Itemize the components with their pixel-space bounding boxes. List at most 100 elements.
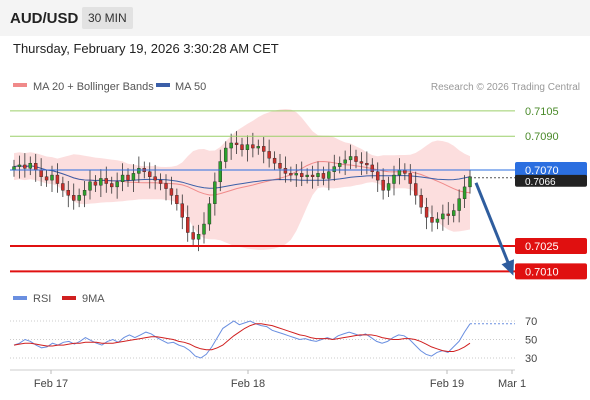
candle-body [338, 163, 342, 167]
candle-body [17, 164, 22, 167]
last-price-label: 0.7066 [525, 177, 556, 188]
candle-body [82, 190, 87, 196]
candle-body [23, 164, 27, 169]
candle-body [278, 163, 282, 169]
candle-body [251, 144, 255, 149]
candle-body [403, 169, 407, 174]
credit-text: Research © 2026 Trading Central [431, 82, 580, 93]
candle-body [224, 147, 228, 162]
rsi-legend-label: RSI [33, 293, 51, 305]
pivot-label-overlap [515, 164, 587, 175]
candle-body [207, 203, 212, 225]
candle-body [169, 188, 174, 196]
candle-body [397, 169, 402, 176]
price-layer [12, 109, 472, 252]
candle-body [321, 173, 326, 179]
rsi-ma-line [13, 323, 471, 352]
candle-body [66, 190, 70, 196]
levels-layer: 0.71050.70900.70700.70250.70100.70660.70… [10, 106, 587, 280]
candle-body [213, 181, 217, 204]
candle-body [370, 164, 374, 172]
rsi-ma-legend-swatch [62, 296, 76, 300]
candle-body [365, 163, 369, 166]
x-tick-label: Feb 18 [231, 378, 265, 390]
candle-body [354, 156, 358, 162]
candle-body [148, 171, 152, 177]
candle-body [196, 233, 201, 240]
candle-body [202, 223, 206, 235]
rsi-tick-label: 70 [525, 316, 537, 328]
candle-body [120, 174, 125, 183]
candle-body [12, 166, 16, 171]
candle-body [104, 178, 108, 184]
candle-body [115, 181, 119, 188]
candle-body [77, 195, 81, 201]
candle-body [240, 144, 244, 150]
candle-body [131, 173, 136, 181]
candle-body [332, 166, 336, 172]
timeframe-badge[interactable]: 30 MIN [82, 7, 133, 29]
candle-body [435, 218, 440, 223]
candle-body [126, 174, 130, 181]
candle-body [441, 213, 445, 220]
forecast-arrow-head [501, 259, 514, 276]
candle-body [175, 195, 179, 204]
candle-body [414, 183, 418, 196]
rsi-tick-label: 30 [525, 353, 537, 365]
ma50-legend-label: MA 50 [175, 81, 206, 93]
candle-body [180, 203, 184, 218]
candle-body [110, 183, 114, 188]
bollinger-band [14, 109, 470, 250]
candle-body [72, 195, 76, 201]
candle-body [419, 195, 423, 208]
last-price-box [515, 174, 587, 187]
candle-body [289, 173, 293, 176]
candle-body [44, 176, 49, 181]
candle-body [234, 142, 239, 145]
candle-body [137, 168, 141, 174]
support-label: 0.7025 [525, 241, 559, 253]
candle-body [218, 161, 222, 183]
candle-body [283, 168, 288, 174]
resistance-label: 0.7105 [525, 106, 559, 118]
candle-body [327, 171, 331, 179]
candle-body [88, 181, 92, 191]
candle-body [452, 210, 456, 216]
candle-body [50, 174, 54, 181]
candle-body [376, 171, 380, 181]
candle-body [39, 169, 43, 177]
candle-body [245, 144, 250, 150]
rsi-tick-label: 50 [525, 335, 537, 347]
candle-body [316, 173, 320, 177]
candle-body [229, 142, 233, 149]
candle-body [310, 174, 315, 177]
bollinger-legend-label: MA 20 + Bollinger Bands [33, 81, 154, 93]
candle-body [430, 217, 434, 223]
chart-header: AUD/USD 30 MIN [0, 0, 590, 36]
candle-body [158, 179, 163, 184]
timestamp: Thursday, February 19, 2026 3:30:28 AM C… [13, 41, 279, 56]
candle-body [262, 146, 266, 152]
candle-body [468, 176, 472, 188]
support-label-box [515, 238, 587, 254]
candle-body [153, 176, 157, 181]
candle-body [99, 178, 103, 186]
pivot-label-top: 0.7070 [525, 165, 559, 177]
candle-body [267, 151, 271, 159]
support-label-box [515, 263, 587, 280]
rsi-layer: 70 50 30 [10, 316, 537, 365]
candle-body [61, 183, 65, 191]
candle-body [256, 146, 260, 149]
candle-body [191, 232, 195, 240]
candle-body [424, 206, 429, 218]
candle-body [164, 183, 168, 189]
candle-body [462, 186, 467, 199]
candle-body [348, 156, 353, 161]
candle-body [457, 198, 461, 211]
forecast-arrow-line [474, 182, 512, 268]
candle-body [305, 174, 309, 177]
x-tick-label: Feb 19 [430, 378, 464, 390]
candle-body [186, 217, 190, 233]
rsi-legend-swatch [13, 296, 27, 300]
